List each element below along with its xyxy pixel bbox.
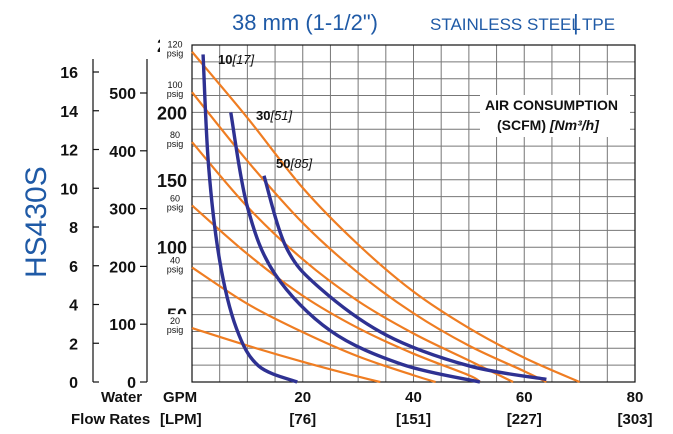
lpm-label: [LPM] <box>160 411 202 428</box>
water-label: Water <box>101 389 142 406</box>
flow-rates-label: Flow Rates <box>71 411 150 428</box>
head-feet-tick-label: 2 <box>69 336 78 353</box>
curve-label-30-value: 30 <box>256 108 270 123</box>
svg-text:50[85]: 50[85] <box>276 156 313 171</box>
psig-label-unit: psig <box>167 89 184 99</box>
lpm-tick-label: [303] <box>617 411 652 428</box>
plot-frame <box>191 44 636 383</box>
psig-label-unit: psig <box>167 202 184 212</box>
curve-label-10: 10[17] <box>218 52 255 67</box>
legend-title: AIR CONSUMPTION <box>485 97 618 113</box>
legend-background <box>480 95 630 137</box>
head-feet-tick-label: 12 <box>60 143 78 160</box>
psig-label-value: 120 <box>167 40 182 50</box>
head-feet-tick-label: 4 <box>69 298 78 315</box>
head-meters-tick-label: 400 <box>109 144 136 161</box>
curve-label-10-value: 10 <box>218 52 232 67</box>
legend-metric-units: [Nm³/h] <box>549 117 600 133</box>
head-feet-tick-label: 10 <box>60 181 78 198</box>
model-label: HS430S <box>20 166 53 278</box>
pressure-curve <box>191 327 381 384</box>
gpm-label: GPM <box>163 389 197 406</box>
psig-label-value: 20 <box>170 316 180 326</box>
psig-label-value: 80 <box>170 130 180 140</box>
head-meters-tick-label: 200 <box>109 259 136 276</box>
gpm-tick-label: 60 <box>516 389 533 406</box>
gpm-tick-label: 40 <box>405 389 422 406</box>
head-meters-tick-label: 100 <box>109 317 136 334</box>
svg-text:30[51]: 30[51] <box>256 108 293 123</box>
head-meters-ticks: 0 100 200 300 400 500 <box>109 86 147 392</box>
legend-subtitle: (SCFM) [Nm³/h] <box>497 117 600 133</box>
gpm-tick-label: 80 <box>627 389 644 406</box>
curve-label-50: 50[85] <box>276 156 313 171</box>
curve-label-50-value: 50 <box>276 156 290 171</box>
head-feet-ticks: 0 2 4 6 8 10 12 14 16 <box>60 65 99 392</box>
psi-tick-label: 200 <box>157 103 187 123</box>
head-meters-tick-label: 300 <box>109 202 136 219</box>
psig-label-value: 100 <box>167 80 182 90</box>
psig-label-background <box>160 191 188 214</box>
pressure-curve <box>191 204 481 383</box>
head-feet-tick-label: 8 <box>69 220 78 237</box>
curve-label-50-metric: [85] <box>289 156 312 171</box>
head-feet-tick-label: 0 <box>69 375 78 392</box>
lpm-tick-label: [151] <box>396 411 431 428</box>
gpm-tick-label: 20 <box>294 389 311 406</box>
psig-label-background <box>160 253 188 276</box>
head-feet-tick-label: 6 <box>69 259 78 276</box>
psig-label-background <box>160 78 188 101</box>
title-elastomer: TPE <box>582 15 615 34</box>
air-consumption-curves <box>201 54 547 384</box>
psig-label-unit: psig <box>167 264 184 274</box>
head-feet-tick-label: 16 <box>60 65 78 82</box>
air-consumption-curve <box>201 54 298 384</box>
air-consumption-curve <box>229 112 481 384</box>
curve-label-30: 30[51] <box>256 108 293 123</box>
x-tick-labels: 20 [76] 40 [151] 60 [227] 80 [303] <box>289 389 652 428</box>
psi-tick-label: 100 <box>157 238 187 258</box>
curve-label-30-metric: [51] <box>269 108 292 123</box>
air-consumption-curve <box>262 175 547 381</box>
title-material: STAINLESS STEEL <box>430 15 581 34</box>
head-feet-tick-label: 14 <box>60 104 78 121</box>
psig-label-unit: psig <box>167 325 184 335</box>
psig-label-unit: psig <box>167 139 184 149</box>
head-meters-tick-label: 0 <box>127 375 136 392</box>
legend-scfm: (SCFM) <box>497 117 546 133</box>
lpm-tick-label: [76] <box>289 411 316 428</box>
svg-text:10[17]: 10[17] <box>218 52 255 67</box>
psig-label-unit: psig <box>167 49 184 59</box>
psig-label-background <box>160 37 188 60</box>
pressure-curve <box>191 51 581 384</box>
pressure-curve <box>191 266 436 384</box>
title-size: 38 mm (1-1/2") <box>232 10 378 35</box>
head-meters-tick-label: 500 <box>109 86 136 103</box>
curve-label-10-metric: [17] <box>231 52 254 67</box>
title-separator: | <box>573 10 579 35</box>
psig-label-background <box>160 128 188 151</box>
psig-label-value: 40 <box>170 255 180 265</box>
psig-label-background <box>160 314 188 337</box>
psi-tick-label: 150 <box>157 171 187 191</box>
psig-label-value: 60 <box>170 193 180 203</box>
lpm-tick-label: [227] <box>507 411 542 428</box>
pressure-curve <box>191 91 547 383</box>
